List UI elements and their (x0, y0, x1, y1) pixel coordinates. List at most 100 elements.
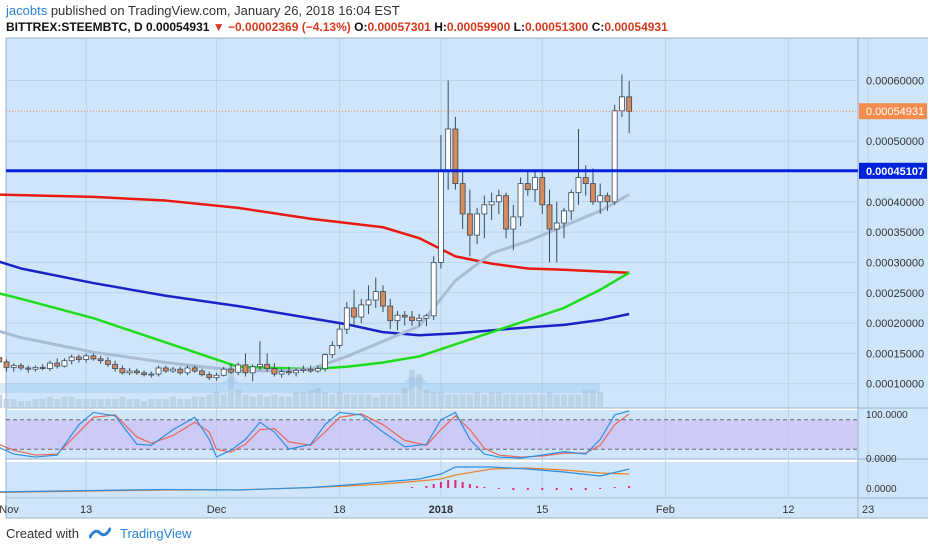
candle-up (474, 207, 481, 245)
candle-up (83, 353, 90, 363)
candle-down (39, 364, 46, 371)
macd-hist-bar (483, 487, 486, 488)
candle-up (213, 372, 220, 381)
current-price: 0.00054931 (146, 20, 210, 34)
candle-up (430, 256, 437, 321)
macd-hist-bar (454, 480, 457, 488)
candle-body (206, 374, 213, 379)
moving-average-line (0, 271, 630, 371)
candle-down (3, 359, 10, 372)
volume-bar (322, 392, 329, 408)
candle-body (10, 365, 17, 368)
candle-body (438, 171, 444, 263)
candle-body (300, 368, 307, 371)
candle-down (199, 368, 205, 377)
macd-hist-bar (439, 482, 442, 488)
volume-bar (293, 392, 300, 408)
volume-bar (39, 399, 46, 408)
candle-body (293, 369, 300, 374)
candle-up (300, 365, 307, 373)
candle-body (3, 361, 10, 368)
volume-bar (568, 394, 575, 408)
candle-up (126, 367, 133, 376)
candle-up (278, 369, 285, 378)
candle-down (25, 365, 32, 373)
candle-up (611, 104, 618, 205)
candle-up (481, 195, 488, 239)
volume-bar (524, 394, 531, 408)
volume-bar (372, 396, 379, 408)
main-pane-bg (6, 38, 858, 408)
candle-up (235, 362, 242, 376)
candle-body (184, 367, 191, 374)
trading-chart[interactable]: 0.00060000 0.00050000 0.00040000 0.00035000… (0, 0, 932, 526)
candle-up (423, 313, 430, 327)
macd-hist-bar (570, 488, 573, 490)
candle-body (532, 177, 538, 191)
candle-body (148, 373, 155, 376)
volume-bar (126, 399, 133, 408)
open-label: O: (354, 20, 368, 34)
volume-bar (503, 394, 510, 408)
volume-bar (510, 394, 517, 408)
candle-body (228, 368, 234, 373)
stoch-k-line (0, 410, 630, 459)
candle-up (61, 358, 68, 368)
volume-bar (553, 394, 560, 408)
volume-bar (329, 394, 336, 408)
candle-body (575, 177, 582, 194)
tradingview-brand-link[interactable]: TradingView (120, 526, 192, 541)
candle-up (394, 310, 401, 331)
candle-body (372, 291, 379, 301)
volume-bar (0, 394, 3, 408)
macd-hist-bar (432, 484, 435, 488)
candle-up (47, 360, 53, 371)
candle-down (401, 310, 408, 326)
candle-down (228, 363, 234, 375)
candle-up (553, 201, 560, 263)
candle-body (112, 363, 119, 369)
candle-body (626, 96, 633, 112)
volume-bar (104, 399, 111, 408)
last-price-label: 0.00054931 (866, 106, 924, 118)
tradingview-logo-icon (88, 526, 112, 543)
candle-body (409, 316, 415, 322)
candle-body (83, 355, 90, 360)
candle-body (285, 371, 292, 374)
candle-down (206, 371, 213, 381)
candle-body (249, 366, 256, 374)
candle-body (18, 365, 24, 369)
open-value: 0.00057301 (367, 20, 431, 34)
candle-up (329, 341, 336, 359)
macd-hist-bar (555, 488, 558, 490)
candle-down (104, 357, 111, 367)
macd-line (0, 466, 630, 493)
candle-body (365, 299, 372, 306)
macd-hist-bar (526, 488, 529, 490)
volume-bar (141, 401, 148, 408)
price-tick-label: 0.00010000 (866, 379, 924, 391)
volume-bar (539, 394, 546, 408)
volume-bar (365, 394, 372, 408)
volume-bar (213, 392, 220, 408)
price-tick-label: 0.00015000 (866, 348, 924, 360)
volume-bar (343, 394, 350, 408)
candle-down (191, 365, 198, 373)
volume-bar (416, 374, 423, 408)
stoch-tick-label: 0.0000 (866, 454, 897, 465)
volume-bar (199, 396, 205, 408)
candle-down (285, 366, 292, 376)
author-link[interactable]: jacobts (6, 3, 48, 18)
macd-hist-bar (628, 486, 631, 488)
time-tick-label: Nov (0, 504, 19, 516)
moving-average-line (0, 193, 630, 274)
volume-bar (68, 396, 75, 408)
volume-bar (495, 392, 502, 408)
candle-up (322, 353, 328, 372)
candle-up (336, 323, 343, 349)
candle-down (387, 298, 394, 330)
volume-bar (466, 394, 473, 408)
candle-down (626, 81, 633, 134)
candle-up (68, 354, 75, 365)
candle-body (387, 305, 394, 322)
